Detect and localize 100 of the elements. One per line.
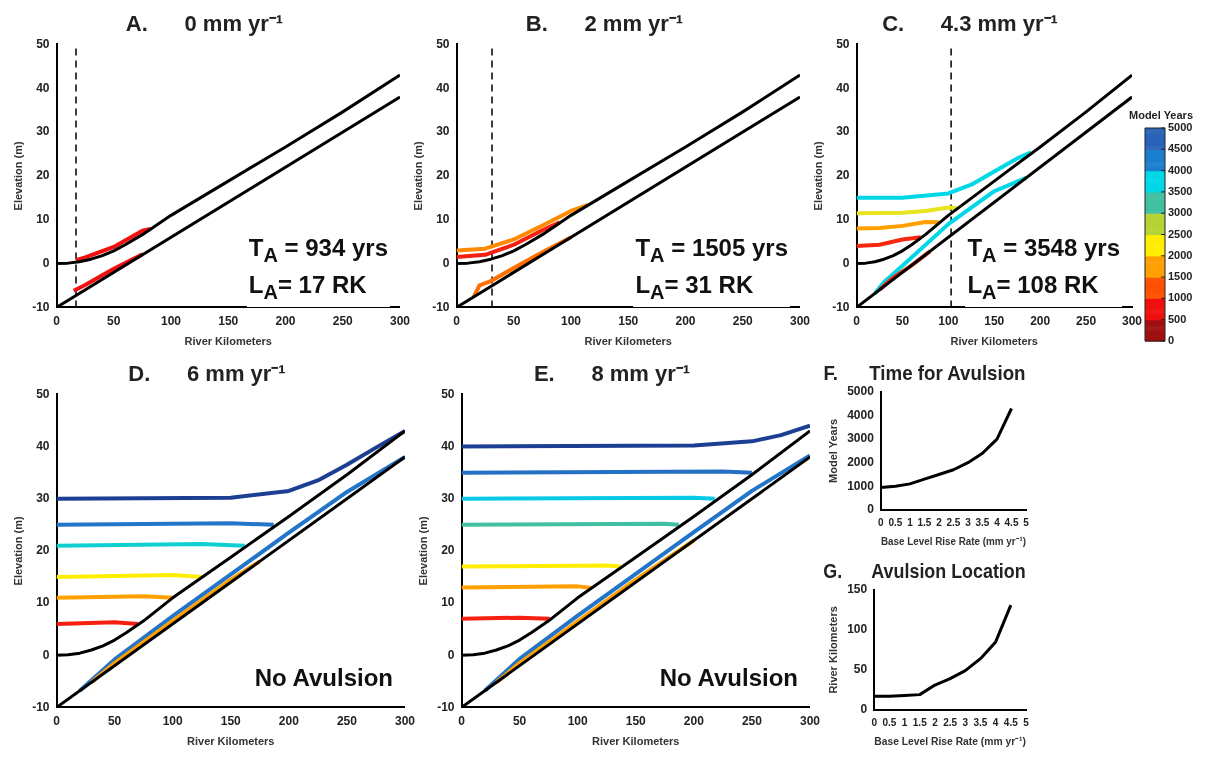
x-tick-label: 200 bbox=[278, 713, 300, 728]
y-tick-label: 30 bbox=[836, 124, 850, 139]
y-tick-label: 150 bbox=[847, 582, 868, 597]
x-tick-label: 0 bbox=[53, 313, 61, 328]
color-bar-label: 2500 bbox=[1168, 227, 1193, 240]
y-tick-label: 40 bbox=[441, 438, 455, 453]
x-tick-label: 300 bbox=[799, 713, 821, 728]
x-tick-label: 2 bbox=[936, 516, 943, 528]
y-axis-title: Elevation (m) bbox=[811, 141, 824, 211]
x-tick-label: 50 bbox=[895, 313, 910, 328]
x-tick-label: 200 bbox=[683, 713, 705, 728]
y-tick-label: 10 bbox=[436, 212, 450, 227]
x-axis-title: Base Level Rise Rate (mm yr⁻¹) bbox=[880, 535, 1027, 548]
y-tick-label: 50 bbox=[36, 36, 50, 51]
x-tick-label: 250 bbox=[1076, 313, 1097, 328]
color-bar-label: 4000 bbox=[1168, 163, 1193, 176]
y-tick-label: 20 bbox=[36, 168, 50, 183]
y-tick-label: 5000 bbox=[847, 384, 875, 399]
color-bar-label: 4500 bbox=[1168, 142, 1193, 155]
annotation: No Avulsion bbox=[659, 663, 798, 694]
y-axis-title: Elevation (m) bbox=[411, 141, 424, 211]
x-tick-label: 200 bbox=[675, 313, 696, 328]
y-tick-label: 20 bbox=[836, 168, 850, 183]
x-tick-label: 2 bbox=[932, 716, 939, 728]
chart-title: E. 8 mm yr⁻¹ bbox=[533, 361, 691, 387]
color-bar-label: 1500 bbox=[1168, 270, 1193, 283]
y-tick-label: 40 bbox=[436, 80, 450, 95]
x-tick-label: 5 bbox=[1023, 716, 1030, 728]
y-tick-label: 50 bbox=[436, 36, 450, 51]
y-axis-title: River Kilometers bbox=[826, 606, 839, 694]
annotation: L$_{A}$= 31 RK bbox=[635, 270, 755, 305]
y-tick-label: 0 bbox=[442, 255, 450, 270]
annotation: T$_{A}$ = 1505 yrs bbox=[635, 233, 788, 269]
x-axis-title: River Kilometers bbox=[592, 735, 680, 748]
x-axis-title: River Kilometers bbox=[584, 335, 672, 348]
y-tick-label: 30 bbox=[36, 491, 50, 506]
x-tick-label: 300 bbox=[789, 313, 811, 328]
x-axis-title: Base Level Rise Rate (mm yr⁻¹) bbox=[874, 735, 1027, 748]
chart-title: G. Avulsion Location bbox=[823, 559, 1026, 582]
y-tick-label: 40 bbox=[36, 438, 50, 453]
x-tick-label: 4 bbox=[992, 716, 999, 728]
y-tick-label: 1000 bbox=[847, 478, 875, 493]
x-tick-label: 50 bbox=[512, 713, 527, 728]
annotation: L$_{A}$= 108 RK bbox=[967, 270, 1100, 305]
x-tick-label: 150 bbox=[220, 713, 242, 728]
color-bar-title: Model Years bbox=[1129, 109, 1193, 122]
color-bar-label: 500 bbox=[1168, 312, 1187, 325]
x-tick-label: 3.5 bbox=[975, 516, 990, 528]
x-tick-label: 3 bbox=[965, 516, 972, 528]
y-tick-label: 4000 bbox=[847, 407, 875, 422]
x-tick-label: 1.5 bbox=[917, 516, 932, 528]
x-tick-label: 250 bbox=[332, 313, 354, 328]
y-axis-title: Elevation (m) bbox=[11, 141, 24, 211]
y-tick-label: 10 bbox=[441, 595, 455, 610]
x-tick-label: 0 bbox=[878, 516, 885, 528]
chart-title: B. 2 mm yr⁻¹ bbox=[525, 11, 684, 37]
y-tick-label: 10 bbox=[36, 595, 50, 610]
y-tick-label: 20 bbox=[436, 168, 450, 183]
y-tick-label: -10 bbox=[32, 699, 50, 714]
color-bar-label: 2000 bbox=[1168, 248, 1193, 261]
color-bar-label: 0 bbox=[1168, 334, 1175, 347]
y-tick-label: 30 bbox=[441, 491, 455, 506]
chart-title: A. 0 mm yr⁻¹ bbox=[125, 11, 284, 37]
x-tick-label: 3 bbox=[962, 716, 969, 728]
x-tick-label: 1 bbox=[907, 516, 914, 528]
y-tick-label: -10 bbox=[432, 299, 450, 314]
y-tick-label: -10 bbox=[437, 699, 455, 714]
y-tick-label: 0 bbox=[842, 255, 850, 270]
y-tick-label: 40 bbox=[36, 80, 50, 95]
x-tick-label: 250 bbox=[741, 713, 763, 728]
x-tick-label: 1 bbox=[901, 716, 908, 728]
x-tick-label: 1.5 bbox=[912, 716, 928, 728]
x-tick-label: 50 bbox=[107, 713, 122, 728]
annotation: T$_{A}$ = 934 yrs bbox=[248, 233, 388, 269]
y-tick-label: 50 bbox=[441, 386, 455, 401]
x-tick-label: 5 bbox=[1023, 516, 1030, 528]
x-tick-label: 250 bbox=[732, 313, 754, 328]
annotation: No Avulsion bbox=[254, 663, 393, 694]
x-tick-label: 150 bbox=[618, 313, 639, 328]
x-tick-label: 250 bbox=[336, 713, 358, 728]
x-tick-label: 100 bbox=[161, 313, 182, 328]
x-tick-label: 4 bbox=[994, 516, 1001, 528]
y-tick-label: 50 bbox=[36, 386, 50, 401]
x-tick-label: 300 bbox=[1121, 313, 1143, 328]
x-tick-label: 2.5 bbox=[943, 716, 958, 728]
x-tick-label: 4.5 bbox=[1003, 716, 1019, 728]
x-tick-label: 100 bbox=[567, 713, 589, 728]
y-tick-label: 3000 bbox=[847, 431, 875, 446]
x-tick-label: 0 bbox=[458, 713, 466, 728]
y-tick-label: 20 bbox=[441, 543, 455, 558]
y-axis-title: Elevation (m) bbox=[11, 516, 24, 586]
y-tick-label: 0 bbox=[447, 647, 455, 662]
x-tick-label: 0.5 bbox=[882, 716, 897, 728]
y-tick-label: 0 bbox=[860, 702, 868, 717]
y-tick-label: 50 bbox=[836, 36, 850, 51]
chart-title: F. Time for Avulsion bbox=[823, 360, 1026, 384]
y-axis-title: Elevation (m) bbox=[416, 516, 429, 586]
color-bar-label: 1000 bbox=[1168, 291, 1193, 304]
annotation: L$_{A}$= 17 RK bbox=[248, 270, 368, 305]
y-tick-label: 0 bbox=[42, 647, 50, 662]
